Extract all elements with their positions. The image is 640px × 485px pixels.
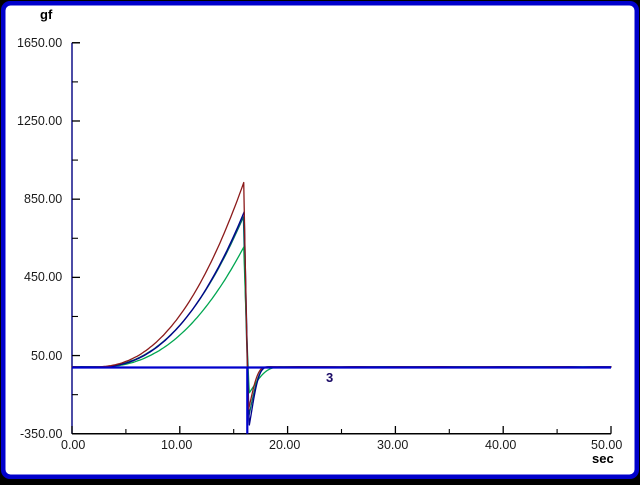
svg-text:50.00: 50.00 <box>31 349 62 363</box>
svg-text:1250.00: 1250.00 <box>17 114 62 128</box>
svg-text:50.00: 50.00 <box>591 438 622 452</box>
svg-text:3: 3 <box>326 370 333 385</box>
svg-text:sec: sec <box>592 451 614 466</box>
svg-text:20.00: 20.00 <box>269 438 300 452</box>
svg-text:0.00: 0.00 <box>61 438 85 452</box>
svg-text:450.00: 450.00 <box>24 270 62 284</box>
svg-text:40.00: 40.00 <box>485 438 516 452</box>
svg-text:-350.00: -350.00 <box>20 427 62 441</box>
svg-text:gf: gf <box>40 7 53 22</box>
svg-text:1650.00: 1650.00 <box>17 36 62 50</box>
svg-text:850.00: 850.00 <box>24 192 62 206</box>
svg-text:30.00: 30.00 <box>377 438 408 452</box>
svg-text:10.00: 10.00 <box>161 438 192 452</box>
